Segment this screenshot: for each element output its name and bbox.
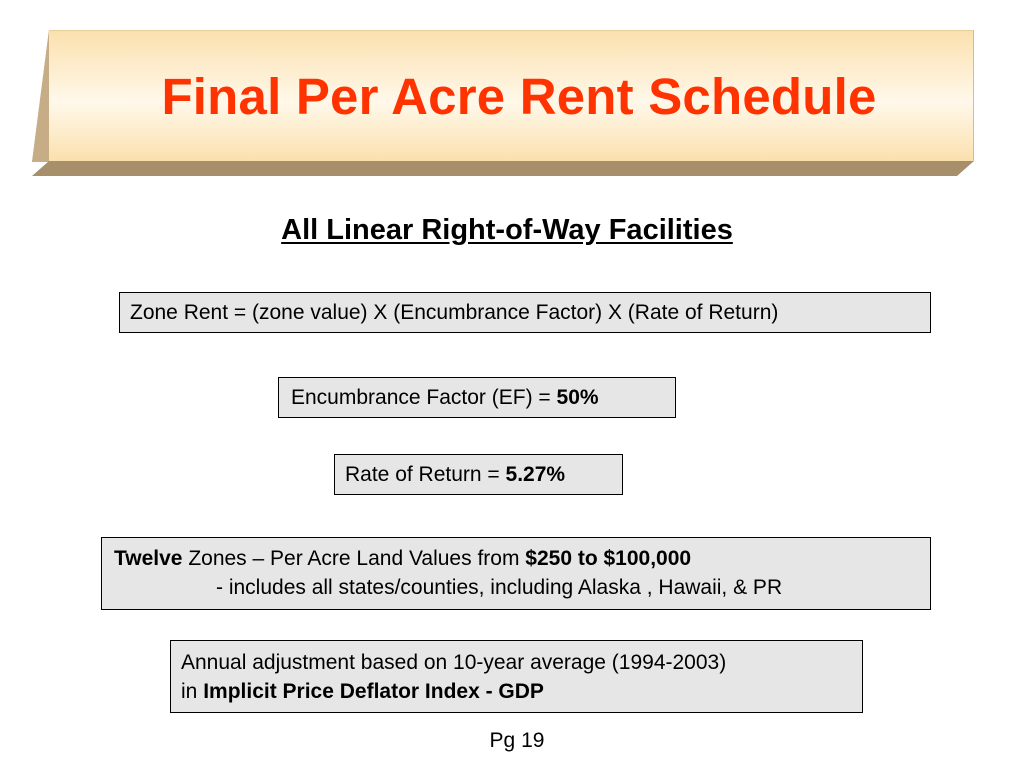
annual-adjustment-line-1: Annual adjustment based on 10-year avera…	[181, 651, 727, 674]
rate-of-return-value: 5.27%	[505, 463, 566, 486]
title-banner: Final Per Acre Rent Schedule	[32, 30, 974, 178]
annual-adjustment-box: Annual adjustment based on 10-year avera…	[170, 640, 863, 713]
banner-bottom-bevel	[32, 161, 974, 176]
zones-value-range: $250 to $100,000	[525, 547, 692, 570]
banner-bevel-graphic	[32, 30, 974, 176]
banner-face	[49, 30, 974, 161]
zone-rent-formula-text: Zone Rent = (zone value) X (Encumbrance …	[130, 301, 779, 324]
rate-of-return-box: Rate of Return = 5.27%	[334, 454, 623, 495]
annual-adjustment-prefix: in	[181, 680, 204, 703]
slide-title: Final Per Acre Rent Schedule	[161, 67, 877, 125]
encumbrance-factor-box: Encumbrance Factor (EF) = 50%	[278, 377, 676, 418]
encumbrance-factor-value: 50%	[556, 386, 599, 409]
zone-rent-formula-box: Zone Rent = (zone value) X (Encumbrance …	[119, 292, 931, 333]
annual-adjustment-line-2: in Implicit Price Deflator Index - GDP	[181, 677, 862, 706]
zones-description: Zones – Per Acre Land Values from	[182, 547, 526, 570]
slide-subtitle: All Linear Right-of-Way Facilities	[281, 214, 733, 246]
zones-box: Twelve Zones – Per Acre Land Values from…	[101, 537, 931, 610]
page-number: Pg 19	[489, 729, 545, 752]
price-deflator-index: Implicit Price Deflator Index - GDP	[203, 680, 544, 703]
rate-of-return-label: Rate of Return =	[345, 463, 506, 486]
zones-line-1: Twelve Zones – Per Acre Land Values from…	[114, 544, 930, 573]
encumbrance-factor-label: Encumbrance Factor (EF) =	[291, 386, 557, 409]
zones-count: Twelve	[114, 547, 183, 570]
zones-line-2: - includes all states/counties, includin…	[216, 576, 783, 599]
